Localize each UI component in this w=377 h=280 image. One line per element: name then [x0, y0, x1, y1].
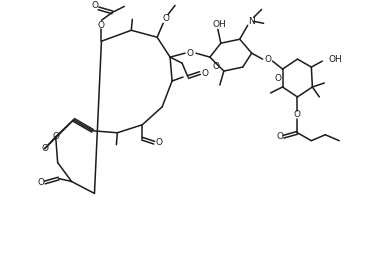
Text: O: O — [92, 1, 99, 10]
Text: O: O — [187, 49, 193, 58]
Text: O: O — [294, 110, 301, 119]
Text: N: N — [248, 17, 255, 26]
Text: O: O — [212, 62, 219, 71]
Text: O: O — [156, 138, 162, 147]
Text: O: O — [37, 178, 44, 187]
Text: O: O — [201, 69, 208, 78]
Text: OH: OH — [213, 20, 227, 29]
Text: O: O — [274, 74, 281, 83]
Text: O: O — [264, 55, 271, 64]
Text: O: O — [162, 14, 170, 23]
Text: O: O — [41, 144, 48, 153]
Text: O: O — [98, 21, 105, 30]
Text: O: O — [52, 132, 59, 141]
Text: OH: OH — [328, 55, 342, 64]
Text: O: O — [276, 132, 283, 141]
